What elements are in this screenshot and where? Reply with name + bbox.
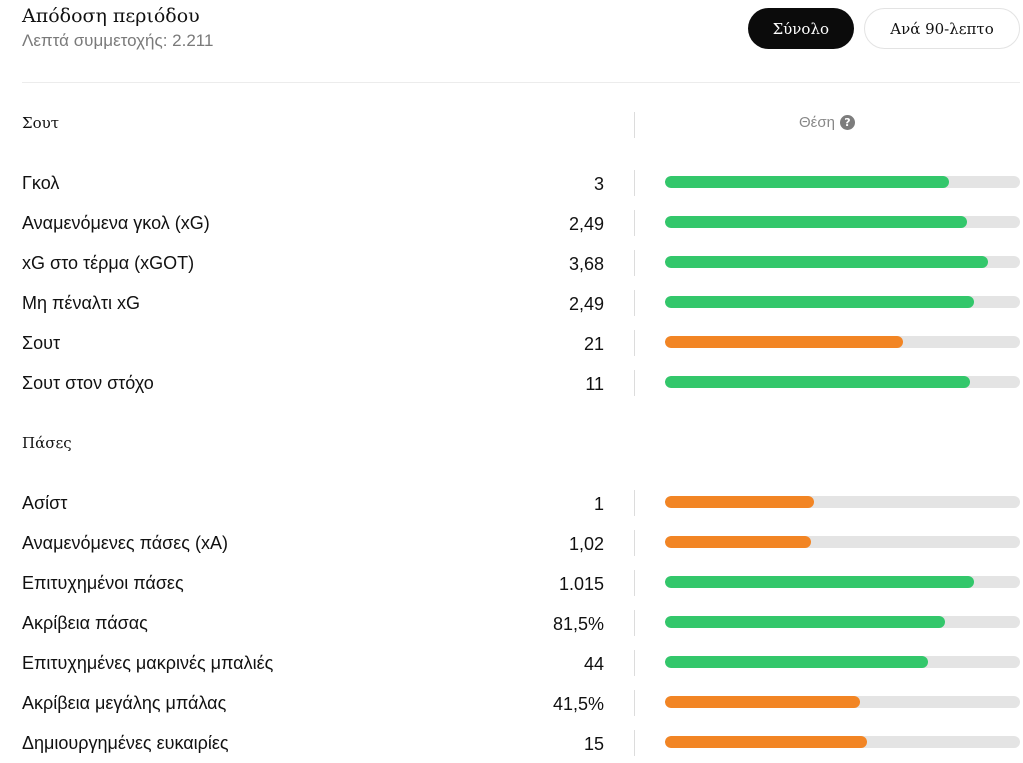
- stat-value: 1: [593, 494, 604, 514]
- page-title: Απόδοση περιόδου: [22, 5, 200, 27]
- stat-value: 2,49: [568, 214, 604, 234]
- stat-value: 21: [583, 334, 604, 354]
- stat-label: Ακρίβεια πάσας: [22, 613, 148, 633]
- row-divider: [634, 690, 635, 716]
- stat-row[interactable]: Ασίστ 1: [0, 483, 1023, 523]
- row-divider: [634, 730, 635, 756]
- row-divider: [634, 330, 635, 356]
- stat-value: 41,5%: [552, 694, 604, 714]
- stat-row[interactable]: Ακρίβεια πάσας 81,5%: [0, 603, 1023, 643]
- stat-mode-toggle: Σύνολο Ανά 90-λεπτο: [747, 8, 1020, 49]
- header-divider: [22, 82, 1020, 83]
- stat-label: Μη πέναλτι xG: [22, 293, 140, 313]
- percentile-bar-fill: [665, 656, 928, 668]
- percentile-bar-fill: [665, 696, 861, 708]
- row-divider: [634, 170, 635, 196]
- row-divider: [634, 650, 635, 676]
- stat-value: 2,49: [568, 294, 604, 314]
- row-divider: [634, 490, 635, 516]
- percentile-bar-track: [665, 336, 1020, 348]
- percentile-bar-fill: [665, 296, 974, 308]
- stat-label: Σουτ: [22, 333, 61, 353]
- percentile-bar-fill: [665, 736, 868, 748]
- percentile-bar-track: [665, 616, 1020, 628]
- percentile-bar-track: [665, 296, 1020, 308]
- percentile-bar-track: [665, 496, 1020, 508]
- row-divider: [634, 250, 635, 276]
- row-divider: [634, 290, 635, 316]
- stat-label: Σουτ στον στόχο: [22, 373, 154, 393]
- percentile-bar-track: [665, 696, 1020, 708]
- percentile-bar-track: [665, 736, 1020, 748]
- minutes-played: Λεπτά συμμετοχής: 2.211: [22, 31, 214, 50]
- total-button[interactable]: Σύνολο: [747, 8, 854, 49]
- stat-label: Αναμενόμενες πάσες (xA): [22, 533, 228, 553]
- percentile-bar-fill: [665, 576, 974, 588]
- stat-row[interactable]: Σουτ 21: [0, 323, 1023, 363]
- period-performance-header: Απόδοση περιόδου Λεπτά συμμετοχής: 2.211: [22, 4, 213, 51]
- stat-label: Ακρίβεια μεγάλης μπάλας: [22, 693, 227, 713]
- per-90-button[interactable]: Ανά 90-λεπτο: [864, 8, 1020, 49]
- row-divider: [634, 610, 635, 636]
- stat-value: 3,68: [568, 254, 604, 274]
- section-title: Σουτ: [22, 114, 60, 132]
- row-divider: [634, 370, 635, 396]
- stat-value: 11: [585, 374, 604, 394]
- stat-value: 3: [593, 174, 604, 194]
- stat-row[interactable]: Γκολ 3: [0, 163, 1023, 203]
- position-header-label: Θέση: [799, 114, 835, 131]
- stat-row[interactable]: Επιτυχημένοι πάσες 1.015: [0, 563, 1023, 603]
- column-divider: [634, 112, 635, 138]
- stat-label: Γκολ: [22, 173, 60, 193]
- stat-row[interactable]: Μη πέναλτι xG 2,49: [0, 283, 1023, 323]
- section-title: Πάσες: [22, 434, 72, 452]
- stat-value: 15: [583, 734, 604, 754]
- stat-label: Επιτυχημένες μακρινές μπαλιές: [22, 653, 274, 673]
- position-column-header: Θέση ?: [634, 114, 1020, 131]
- stat-label: xG στο τέρμα (xGOT): [22, 253, 195, 273]
- stat-value: 1.015: [558, 574, 604, 594]
- stat-value: 44: [583, 654, 604, 674]
- stat-row[interactable]: Αναμενόμενα γκολ (xG) 2,49: [0, 203, 1023, 243]
- percentile-bar-fill: [665, 536, 811, 548]
- stat-label: Δημιουργημένες ευκαιρίες: [22, 733, 229, 753]
- stat-row[interactable]: Ακρίβεια μεγάλης μπάλας 41,5%: [0, 683, 1023, 723]
- stat-row[interactable]: Δημιουργημένες ευκαιρίες 15: [0, 723, 1023, 763]
- percentile-bar-fill: [665, 176, 949, 188]
- percentile-bar-track: [665, 216, 1020, 228]
- row-divider: [634, 530, 635, 556]
- percentile-bar-fill: [665, 336, 903, 348]
- stat-row[interactable]: xG στο τέρμα (xGOT) 3,68: [0, 243, 1023, 283]
- stat-value: 1,02: [568, 534, 604, 554]
- percentile-bar-track: [665, 576, 1020, 588]
- stat-row[interactable]: Σουτ στον στόχο 11: [0, 363, 1023, 403]
- percentile-bar-fill: [665, 256, 989, 268]
- stat-label: Επιτυχημένοι πάσες: [22, 573, 184, 593]
- percentile-bar-fill: [665, 496, 815, 508]
- stat-row[interactable]: Επιτυχημένες μακρινές μπαλιές 44: [0, 643, 1023, 683]
- help-icon[interactable]: ?: [839, 115, 855, 130]
- percentile-bar-track: [665, 176, 1020, 188]
- stat-label: Ασίστ: [22, 493, 68, 513]
- percentile-bar-track: [665, 256, 1020, 268]
- percentile-bar-track: [665, 376, 1020, 388]
- row-divider: [634, 210, 635, 236]
- percentile-bar-track: [665, 536, 1020, 548]
- percentile-bar-fill: [665, 216, 967, 228]
- stat-value: 81,5%: [552, 614, 604, 634]
- stat-label: Αναμενόμενα γκολ (xG): [22, 213, 210, 233]
- stat-row[interactable]: Αναμενόμενες πάσες (xA) 1,02: [0, 523, 1023, 563]
- percentile-bar-fill: [665, 376, 971, 388]
- row-divider: [634, 570, 635, 596]
- percentile-bar-fill: [665, 616, 946, 628]
- percentile-bar-track: [665, 656, 1020, 668]
